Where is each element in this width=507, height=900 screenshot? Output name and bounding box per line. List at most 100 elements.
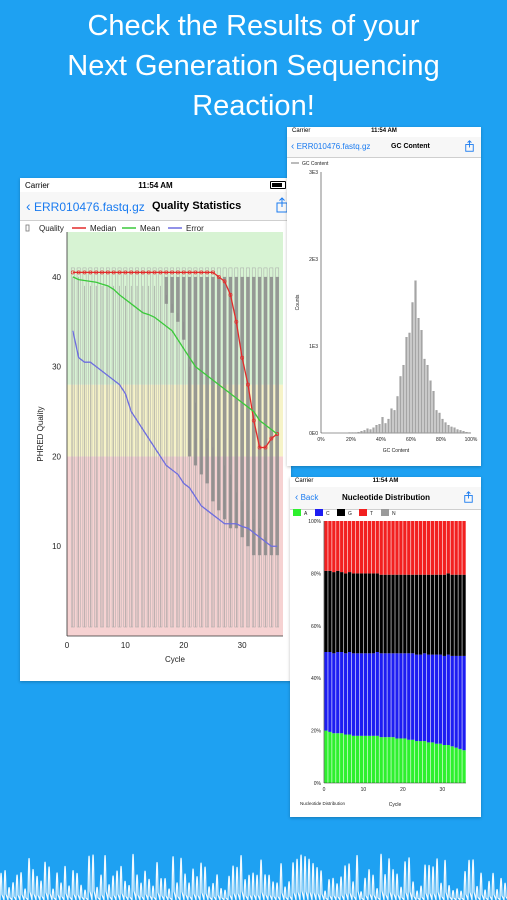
- gc-bar: [357, 431, 360, 434]
- back-button-label: Back: [300, 493, 319, 502]
- quality-band-0: [67, 456, 283, 636]
- nuc-bar-a: [336, 733, 340, 783]
- nuc-bar-g: [418, 574, 423, 655]
- nuc-bar-g: [359, 573, 364, 654]
- y-tick-label: 60%: [311, 624, 322, 630]
- nuc-bar-a: [351, 735, 356, 783]
- share-icon[interactable]: [464, 491, 473, 503]
- nuc-bar-t: [375, 521, 379, 574]
- gc-bar: [450, 426, 453, 434]
- nuc-bar-c: [395, 653, 399, 739]
- y-tick-label: 1E3: [309, 344, 318, 350]
- nuc-bar-a: [458, 748, 462, 783]
- nuc-bar-t: [332, 521, 336, 573]
- quality-box: [181, 267, 186, 628]
- nuc-bar-t: [371, 521, 375, 574]
- quality-box-dark: [240, 276, 244, 538]
- x-axis-label: Cycle: [389, 802, 402, 808]
- nuc-bar-g: [351, 573, 356, 654]
- gc-bar: [423, 358, 426, 434]
- quality-box-dark: [263, 276, 268, 556]
- nuc-bar-g: [395, 574, 399, 654]
- gc-bar: [459, 430, 462, 434]
- nuc-bar-t: [391, 521, 395, 575]
- navigation-bar: ‹ Back Nucleotide Distribution: [290, 487, 481, 510]
- quality-box: [170, 267, 174, 628]
- nuc-bar-t: [336, 521, 340, 571]
- median-point: [76, 270, 81, 275]
- median-point: [146, 270, 151, 275]
- nuc-bar-g: [430, 574, 435, 655]
- quality-box: [152, 267, 157, 628]
- gc-bar: [420, 330, 423, 434]
- gc-bar: [390, 408, 393, 434]
- legend-label-quality: Quality: [39, 224, 64, 233]
- nuc-bar-t: [367, 521, 372, 574]
- x-tick-label: 80%: [436, 437, 447, 443]
- y-axis-label: PHRED Quality: [36, 406, 45, 461]
- median-point: [100, 270, 104, 275]
- nuc-bar-g: [344, 573, 348, 654]
- status-bar: Carrier 11:54 AM: [290, 477, 481, 487]
- gc-bar: [426, 364, 429, 434]
- nuc-bar-g: [411, 574, 415, 654]
- gc-content-screen: Carrier 11:54 AM ‹ ERR010476.fastq.gz GC…: [287, 127, 481, 466]
- page-title: Nucleotide Distribution: [342, 493, 430, 502]
- median-point: [123, 270, 128, 275]
- quality-box: [82, 267, 87, 628]
- share-icon[interactable]: [465, 140, 474, 152]
- nuc-bar-t: [462, 521, 466, 575]
- back-button[interactable]: ‹ ERR010476.fastq.gz: [291, 141, 370, 152]
- quality-box-dark: [258, 276, 262, 556]
- nuc-bar-g: [391, 574, 395, 654]
- status-bar: Carrier 11:54 AM: [20, 178, 291, 192]
- nuc-bar-t: [458, 521, 462, 575]
- x-tick-label: 30: [238, 641, 247, 650]
- y-tick-label: 10: [52, 542, 61, 551]
- x-tick-label: 10: [121, 641, 130, 650]
- median-point: [210, 270, 215, 275]
- status-time: 11:54 AM: [138, 181, 173, 190]
- gc-bar: [399, 376, 402, 434]
- back-button[interactable]: ‹ ERR010476.fastq.gz: [26, 198, 145, 214]
- nuc-bar-c: [418, 654, 423, 742]
- carrier-label: Carrier: [25, 181, 50, 190]
- quality-box: [117, 267, 122, 628]
- quality-box: [88, 267, 93, 628]
- gc-bar: [435, 410, 438, 434]
- headline: Check the Results of your Next Generatio…: [0, 6, 507, 126]
- nuc-bar-t: [395, 521, 399, 575]
- gc-bar: [453, 427, 456, 434]
- median-point: [187, 270, 192, 275]
- headline-line-1: Check the Results of your: [87, 10, 420, 42]
- quality-box-dark: [199, 276, 203, 475]
- status-time: 11:54 AM: [372, 478, 399, 484]
- nuc-bar-a: [387, 737, 391, 783]
- headline-line-3: Reaction!: [192, 90, 315, 122]
- median-point: [105, 270, 110, 275]
- nuc-bar-c: [411, 653, 415, 740]
- quality-box-dark: [217, 276, 221, 511]
- nuc-bar-c: [426, 654, 431, 743]
- chevron-left-icon: ‹: [295, 492, 299, 503]
- nuc-bar-g: [446, 573, 450, 655]
- quality-box-dark: [182, 276, 186, 340]
- x-tick-label: 30: [440, 787, 446, 793]
- gc-bar: [384, 423, 387, 434]
- nuc-bar-a: [422, 741, 427, 783]
- nuc-bar-g: [379, 574, 383, 654]
- nuc-bar-g: [363, 573, 368, 654]
- nuc-bar-t: [399, 521, 403, 575]
- gc-bar: [447, 425, 450, 434]
- nuc-bar-a: [340, 733, 344, 783]
- nuc-bar-t: [340, 521, 344, 573]
- nuc-bar-g: [407, 574, 411, 654]
- back-button[interactable]: ‹ Back: [295, 492, 318, 503]
- nuc-bar-c: [383, 653, 387, 738]
- quality-box: [141, 267, 145, 628]
- median-point: [158, 270, 163, 275]
- nuc-bar-g: [454, 574, 458, 656]
- back-button-label: ERR010476.fastq.gz: [296, 142, 371, 151]
- gc-bar: [387, 418, 390, 434]
- x-tick-label: 20: [400, 787, 406, 793]
